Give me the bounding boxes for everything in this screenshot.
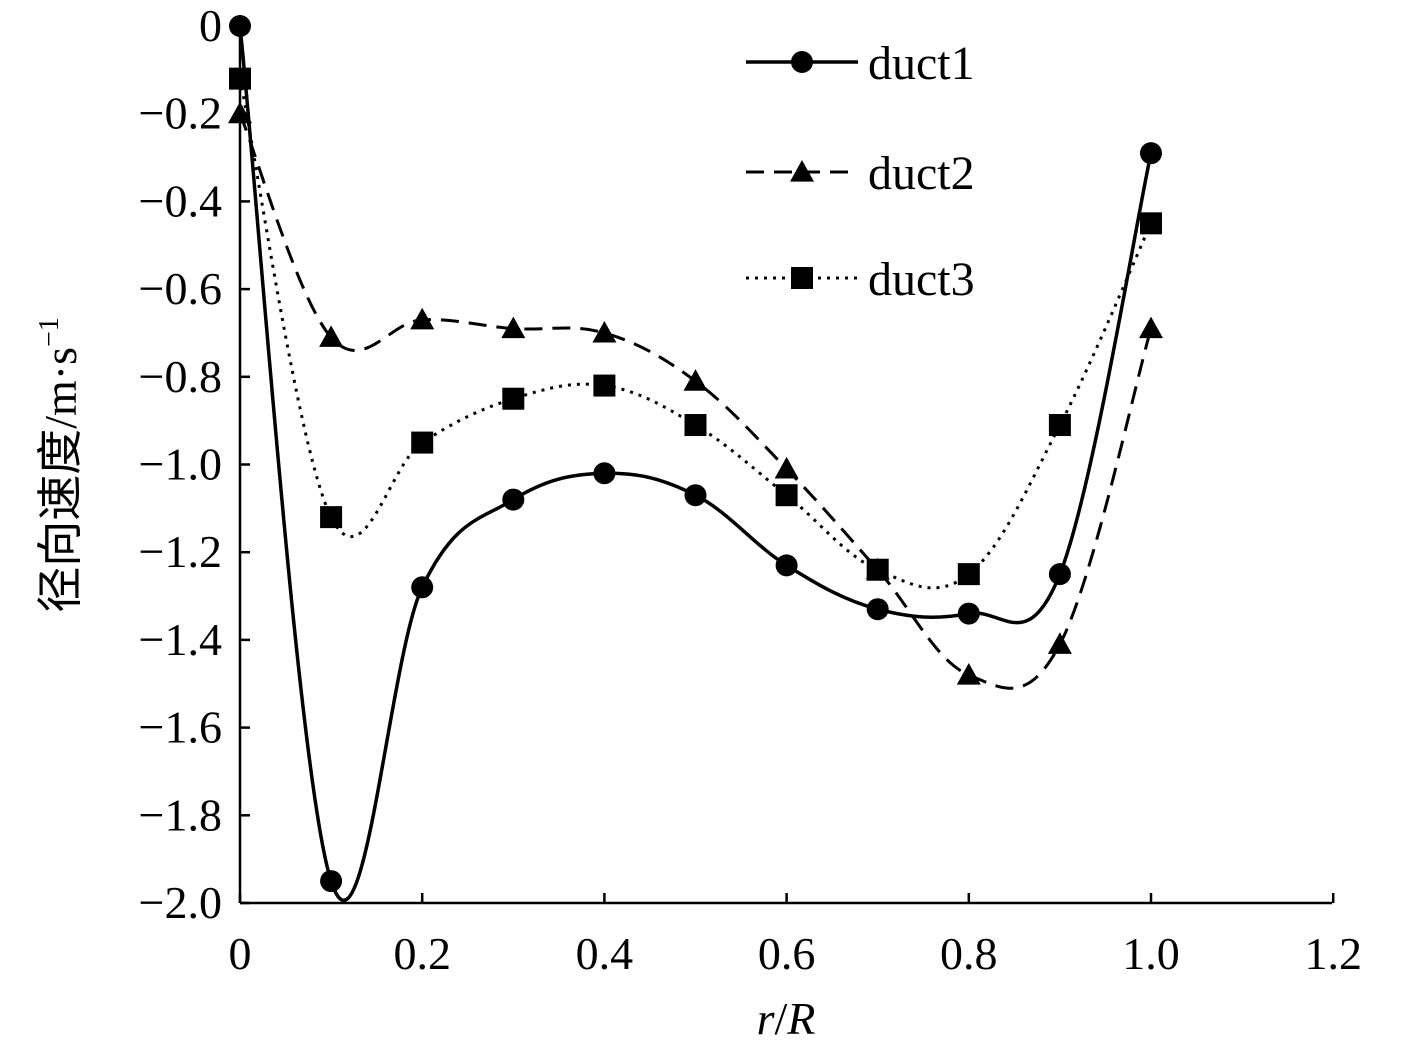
data-point-duct2 (1139, 316, 1163, 339)
y-tick-label: −1.0 (139, 439, 222, 490)
y-tick-label: −0.6 (139, 263, 222, 314)
series-line-duct2 (238, 113, 1153, 690)
legend-marker (791, 267, 813, 289)
data-point-duct1 (229, 15, 251, 37)
x-tick-label: 0.2 (393, 928, 451, 979)
data-point-duct3 (957, 563, 980, 586)
data-point-duct3 (1048, 414, 1071, 437)
legend-marker (790, 160, 814, 182)
y-axis-title-superscript: −1 (34, 317, 65, 347)
data-point-duct1 (593, 462, 616, 485)
series-line-duct1 (238, 25, 1153, 903)
data-point-duct2 (501, 316, 526, 339)
y-tick-label: −0.8 (139, 351, 222, 402)
y-tick-label: −1.2 (139, 526, 222, 577)
data-point-duct3 (502, 387, 525, 410)
data-point-duct3 (229, 67, 251, 90)
data-point-duct3 (593, 374, 616, 397)
data-point-duct3 (1140, 212, 1162, 235)
data-point-duct1 (1048, 563, 1071, 586)
data-point-duct2 (956, 662, 981, 685)
data-point-duct2 (319, 325, 344, 347)
legend-item-duct2: duct2 (746, 147, 975, 200)
data-point-duct2 (774, 456, 799, 479)
y-axis-title-main: 径向速度/m·s (35, 347, 86, 613)
data-point-duct1 (411, 576, 434, 599)
y-tick-label: −0.2 (139, 88, 222, 139)
legend-label: duct3 (868, 253, 975, 306)
data-point-duct1 (502, 488, 525, 511)
data-point-duct3 (866, 558, 889, 581)
x-axis-title-part-2: / (775, 993, 788, 1044)
x-tick-label: 1.2 (1304, 928, 1362, 979)
x-axis-title-part-1: r (757, 993, 776, 1044)
x-tick-label: 0.8 (940, 928, 998, 979)
series-duct1 (229, 15, 1162, 903)
y-tick-label: −1.8 (139, 789, 222, 840)
data-point-duct3 (320, 506, 343, 529)
data-point-duct1 (684, 484, 707, 507)
data-point-duct3 (775, 484, 798, 507)
data-point-duct2 (683, 369, 708, 391)
x-tick-label: 1.0 (1122, 928, 1180, 979)
data-point-duct2 (592, 320, 617, 343)
data-point-duct1 (1140, 142, 1162, 165)
series-line-duct3 (238, 78, 1153, 590)
data-point-duct1 (866, 598, 889, 621)
legend-marker (791, 51, 813, 73)
y-tick-label: −1.6 (139, 702, 222, 753)
x-tick-label: 0 (229, 928, 252, 979)
y-tick-label: −1.4 (139, 614, 222, 665)
y-tick-label: 0 (199, 0, 222, 51)
series-layer (228, 15, 1163, 903)
legend: duct1 duct2 duct3 (746, 37, 975, 306)
data-point-duct3 (411, 431, 434, 454)
legend-item-duct1: duct1 (746, 37, 975, 90)
legend-label: duct2 (868, 147, 975, 200)
x-tick-label: 0.4 (576, 928, 634, 979)
data-point-duct3 (684, 414, 707, 437)
data-point-duct2 (228, 101, 252, 124)
series-duct2 (228, 101, 1163, 690)
y-axis-title: 径向速度/m·s−1 (34, 317, 86, 613)
legend-label: duct1 (868, 37, 975, 90)
x-axis-title-part-3: R (786, 993, 815, 1044)
data-point-duct1 (775, 554, 798, 577)
series-duct3 (229, 67, 1162, 590)
x-axis-title: r/R (757, 993, 816, 1044)
x-tick-label: 0.6 (758, 928, 816, 979)
data-point-duct1 (320, 870, 343, 893)
legend-item-duct3: duct3 (746, 253, 975, 306)
data-point-duct1 (957, 602, 980, 625)
y-tick-label: −2.0 (139, 877, 222, 928)
data-point-duct2 (410, 307, 435, 330)
y-tick-label: −0.4 (139, 175, 222, 226)
data-point-duct2 (1047, 632, 1072, 654)
x-ticks: 0 0.2 0.4 0.6 0.8 1.0 1.2 (229, 893, 1362, 979)
y-ticks: 0 −0.2 −0.4 −0.6 −0.8 −1.0 −1.2 −1.4 −1.6 −1.8 −2.… (139, 0, 250, 928)
